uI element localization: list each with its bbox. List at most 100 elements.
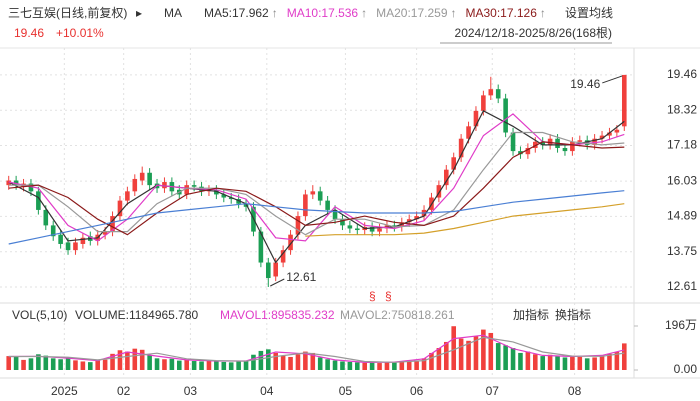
x-tick-label: 04: [260, 384, 274, 398]
button[interactable]: 加指标: [513, 307, 549, 322]
candle-body: [43, 209, 49, 226]
candle-body: [325, 200, 330, 210]
volume-bar: [562, 357, 568, 370]
volume-bar: [555, 356, 560, 370]
volume-bar: [236, 361, 241, 370]
legend-entry: MA30:17.126: [466, 6, 538, 20]
candle-body: [510, 132, 516, 152]
candle-body: [436, 185, 442, 198]
y-tick-label: 16.03: [667, 173, 697, 187]
volume-bar: [317, 357, 323, 370]
volume-bar: [58, 359, 63, 370]
candle-body: [547, 138, 553, 145]
x-tick-label: 05: [339, 384, 353, 398]
legend-entry: MAVOL2:750818.261: [340, 308, 455, 322]
candle-body: [295, 216, 301, 235]
volume-bar: [132, 348, 138, 370]
volume-legend: VOLUME:1184965.780: [75, 308, 199, 322]
legend-arrow: ↑: [361, 6, 367, 20]
volume-bar: [384, 362, 390, 370]
candle-body: [228, 197, 234, 200]
volume-bar: [429, 352, 434, 370]
y-tick-label: 17.18: [667, 138, 697, 152]
candle-body: [451, 157, 457, 170]
candle-body: [13, 180, 19, 186]
candle-body: [481, 95, 486, 111]
candle-body: [236, 199, 241, 204]
volume-bar: [73, 360, 78, 370]
plots: 12.61 13.75 14.89 16.03 17.18 18.32 19.46 2025 0…: [0, 6, 697, 398]
volume-bar: [310, 352, 316, 370]
candle-body: [488, 89, 494, 96]
x-tick-label: 02: [117, 384, 131, 398]
candle-body: [265, 262, 271, 279]
annotation-arrow: [270, 278, 285, 287]
y-tick-label: 0.00: [674, 362, 698, 376]
candle-body: [473, 110, 479, 127]
volume-bar: [147, 355, 152, 370]
volume-bar: [139, 349, 145, 370]
annotation-arrow: [602, 75, 623, 84]
volume-bar: [325, 359, 330, 370]
volume-bar: [243, 360, 249, 370]
volume-bar: [421, 358, 427, 370]
legend-arrow: ↑: [451, 6, 457, 20]
candle-body: [540, 141, 546, 145]
candle-body: [280, 250, 286, 263]
volume-bar: [340, 361, 345, 370]
volume-bar: [451, 326, 457, 370]
candle-body: [162, 182, 167, 189]
event-icon[interactable]: §: [385, 289, 392, 303]
settings[interactable]: 设置均线: [565, 6, 613, 20]
candle-body: [125, 191, 130, 201]
volume-bar: [377, 363, 382, 370]
volume-bar: [518, 352, 523, 370]
volume-bar: [621, 343, 627, 370]
button[interactable]: 换指标: [555, 307, 591, 322]
candle-body: [58, 234, 63, 244]
candle-body: [332, 209, 338, 220]
volume-bar: [614, 352, 620, 370]
volume-bar: [117, 350, 123, 370]
volume-bar: [481, 329, 486, 370]
candle-body: [340, 219, 345, 226]
volume-bar: [125, 351, 130, 370]
candle-body: [273, 262, 279, 277]
event-icon[interactable]: §: [369, 289, 376, 303]
volume-bar: [295, 354, 301, 370]
y-tick-label: 196万: [665, 318, 697, 332]
candle-body: [369, 226, 375, 232]
volume-bar: [65, 357, 71, 370]
volume-bar: [162, 359, 167, 370]
ma-line: [305, 203, 625, 237]
title: 三七互娱(日线,前复权): [8, 5, 127, 20]
legend-arrow: ↑: [272, 6, 278, 20]
volume-bar: [525, 351, 531, 370]
candle-body: [221, 194, 227, 198]
volume-bar: [95, 360, 101, 370]
candle-body: [599, 135, 605, 139]
mavol-line: [8, 336, 625, 363]
candle-body: [414, 216, 419, 220]
volume-bar: [362, 362, 368, 370]
panel-title: VOL(5,10): [12, 308, 67, 322]
volume-bar: [570, 355, 575, 370]
volume-bar: [258, 350, 264, 370]
volume-bar: [199, 361, 204, 370]
volume-bar: [488, 332, 494, 370]
x-tick-label: 2025: [51, 384, 78, 398]
volume-bar: [102, 359, 108, 370]
volume-bar: [406, 361, 412, 370]
candle-body: [354, 228, 360, 231]
volume-bar: [347, 361, 353, 370]
candle-body: [117, 200, 123, 217]
volume-bar: [466, 340, 471, 370]
volume-bar: [503, 345, 508, 370]
volume-bar: [510, 348, 516, 370]
candle-body: [288, 234, 293, 251]
volume-bar: [473, 336, 479, 370]
candle-body: [243, 203, 249, 207]
candle-body: [466, 126, 471, 139]
range: 2024/12/18-2025/8/26(168根): [455, 26, 612, 40]
volume-bar: [332, 360, 338, 370]
